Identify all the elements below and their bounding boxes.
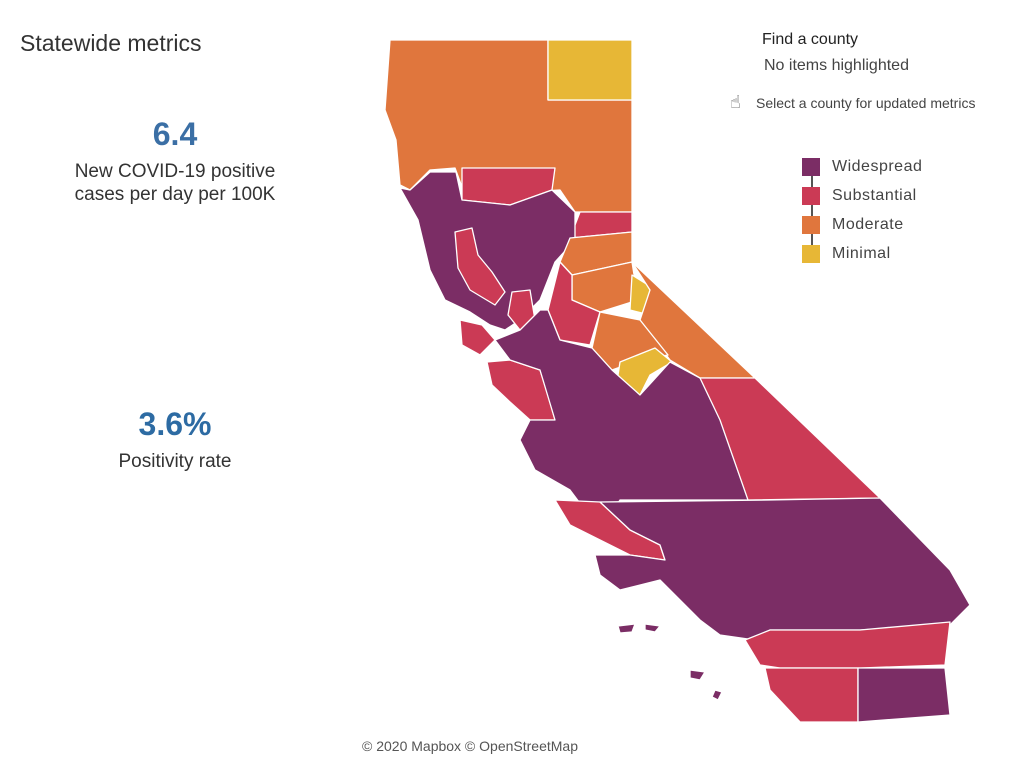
- find-county-status[interactable]: No items highlighted: [764, 57, 909, 74]
- county-shape[interactable]: [454, 227, 506, 306]
- county-shape[interactable]: [689, 669, 706, 681]
- select-county-hint-text: Select a county for updated metrics: [756, 94, 976, 111]
- county-shape[interactable]: [857, 667, 951, 723]
- county-shape[interactable]: [459, 319, 496, 356]
- case-rate-value: 6.4: [152, 116, 198, 152]
- case-rate-label: New COVID-19 positive cases per day per …: [40, 160, 310, 206]
- county-shape[interactable]: [399, 171, 576, 331]
- map-attribution: © 2020 Mapbox © OpenStreetMap: [362, 738, 578, 754]
- legend-label: Moderate: [832, 215, 904, 233]
- county-shape[interactable]: [711, 689, 723, 701]
- legend-label: Minimal: [832, 244, 891, 262]
- legend-swatch: [802, 244, 820, 263]
- legend-item-minimal[interactable]: Minimal: [802, 239, 922, 268]
- positivity-rate-value: 3.6%: [138, 406, 212, 442]
- county-shape[interactable]: [617, 623, 636, 634]
- county-shape[interactable]: [644, 623, 661, 633]
- legend: Widespread Substantial Moderate Minimal: [802, 152, 922, 268]
- county-shape[interactable]: [744, 621, 951, 669]
- legend-swatch: [802, 186, 820, 205]
- legend-swatch: [802, 215, 820, 234]
- legend-item-substantial[interactable]: Substantial: [802, 181, 922, 210]
- county-shape[interactable]: [764, 667, 859, 723]
- select-county-hint: ☝ Select a county for updated metrics: [730, 92, 975, 113]
- county-shape[interactable]: [594, 497, 971, 641]
- positivity-rate-label: Positivity rate: [118, 451, 232, 472]
- case-rate-label-line2: cases per day per 100K: [74, 184, 276, 205]
- case-rate-label-line1: New COVID-19 positive: [74, 161, 276, 182]
- legend-item-moderate[interactable]: Moderate: [802, 210, 922, 239]
- page-title: Statewide metrics: [20, 30, 202, 56]
- county-shape[interactable]: [547, 39, 633, 101]
- legend-label: Widespread: [832, 157, 923, 175]
- legend-swatch: [802, 157, 820, 176]
- legend-label: Substantial: [832, 186, 917, 204]
- pointer-hand-icon: ☝: [730, 92, 741, 112]
- legend-connector-line: [811, 162, 813, 250]
- legend-item-widespread[interactable]: Widespread: [802, 152, 922, 181]
- find-county-title: Find a county: [762, 31, 859, 48]
